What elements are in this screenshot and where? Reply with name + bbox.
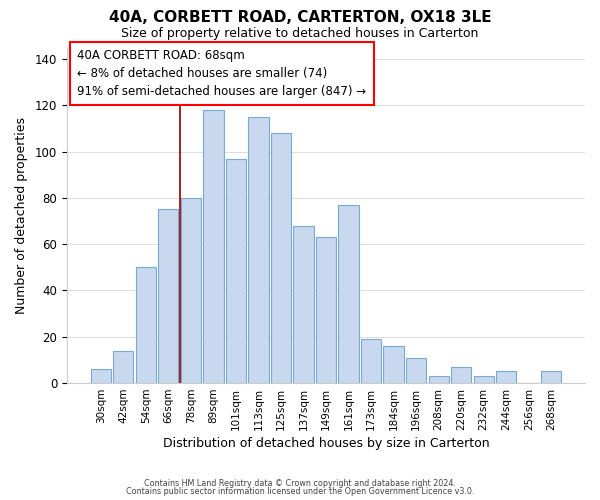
Text: 40A, CORBETT ROAD, CARTERTON, OX18 3LE: 40A, CORBETT ROAD, CARTERTON, OX18 3LE [109,10,491,25]
X-axis label: Distribution of detached houses by size in Carterton: Distribution of detached houses by size … [163,437,490,450]
Bar [428,376,449,383]
Bar [226,158,246,383]
Text: Contains HM Land Registry data © Crown copyright and database right 2024.: Contains HM Land Registry data © Crown c… [144,478,456,488]
Bar [338,205,359,383]
Text: Size of property relative to detached houses in Carterton: Size of property relative to detached ho… [121,28,479,40]
Bar [271,133,291,383]
Bar [158,210,178,383]
Bar [113,350,133,383]
Bar [203,110,224,383]
Text: 40A CORBETT ROAD: 68sqm
← 8% of detached houses are smaller (74)
91% of semi-det: 40A CORBETT ROAD: 68sqm ← 8% of detached… [77,49,367,98]
Bar [293,226,314,383]
Bar [383,346,404,383]
Bar [496,372,517,383]
Bar [136,268,156,383]
Bar [473,376,494,383]
Bar [541,372,562,383]
Text: Contains public sector information licensed under the Open Government Licence v3: Contains public sector information licen… [126,487,474,496]
Bar [451,367,472,383]
Bar [361,339,381,383]
Bar [406,358,426,383]
Bar [91,369,111,383]
Bar [181,198,201,383]
Y-axis label: Number of detached properties: Number of detached properties [15,117,28,314]
Bar [248,117,269,383]
Bar [316,238,336,383]
